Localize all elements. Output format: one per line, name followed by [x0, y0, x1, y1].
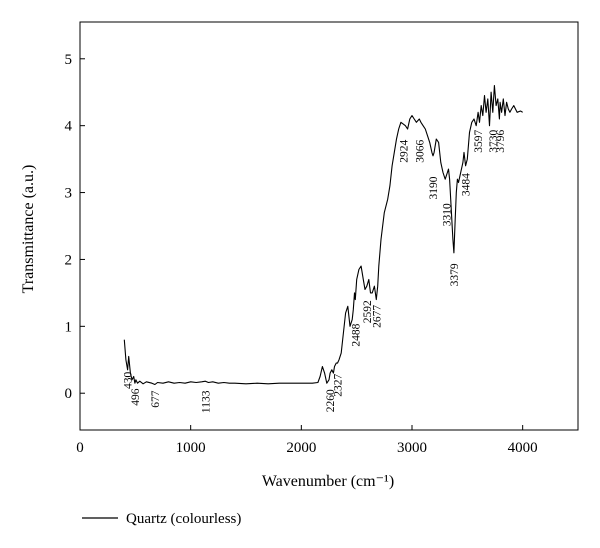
peak-label: 2924 — [399, 139, 411, 162]
peak-label: 3190 — [428, 176, 440, 199]
x-tick-label: 1000 — [176, 440, 206, 456]
y-tick-label: 4 — [65, 119, 73, 135]
plot-frame — [79, 21, 579, 431]
peak-label: 3730 — [488, 129, 500, 152]
legend: Quartz (colourless) — [82, 511, 241, 527]
x-tick-label: 4000 — [508, 440, 538, 456]
x-tick-label: 3000 — [397, 440, 427, 456]
peak-label: 3379 — [449, 263, 461, 286]
plot-border — [79, 21, 579, 431]
peak-label: 3066 — [414, 139, 426, 162]
x-tick-label: 0 — [76, 440, 84, 456]
y-tick-label: 5 — [65, 52, 73, 68]
peak-label: 3484 — [461, 173, 473, 196]
series-line-quartz — [123, 84, 523, 386]
series-layer — [123, 84, 523, 386]
peak-label: 2677 — [371, 305, 383, 328]
y-axis-title: Transmittance (a.u.) — [20, 165, 37, 294]
peak-label: 2488 — [350, 323, 362, 346]
x-axis-ticks: 0 1000 2000 3000 4000 — [76, 425, 538, 456]
peak-label: 1133 — [200, 390, 212, 413]
y-tick-label: 0 — [65, 386, 73, 402]
peak-label: 3310 — [441, 203, 453, 226]
y-axis-ticks: 0 1 2 3 4 5 — [65, 52, 85, 402]
peak-label: 3597 — [473, 129, 485, 152]
peak-label: 2327 — [333, 374, 345, 397]
peak-label: 3796 — [495, 129, 507, 152]
peak-label: 496 — [130, 388, 142, 406]
y-tick-label: 1 — [65, 319, 73, 335]
y-tick-label: 3 — [65, 186, 73, 202]
x-tick-label: 2000 — [286, 440, 316, 456]
peak-label: 2592 — [362, 300, 374, 323]
legend-label: Quartz (colourless) — [126, 511, 241, 527]
peak-label: 430 — [123, 372, 135, 390]
peak-label: 2260 — [325, 389, 337, 412]
y-tick-label: 2 — [65, 252, 73, 268]
x-axis-title: Wavenumber (cm⁻¹) — [262, 473, 394, 490]
peak-label: 677 — [150, 390, 162, 408]
